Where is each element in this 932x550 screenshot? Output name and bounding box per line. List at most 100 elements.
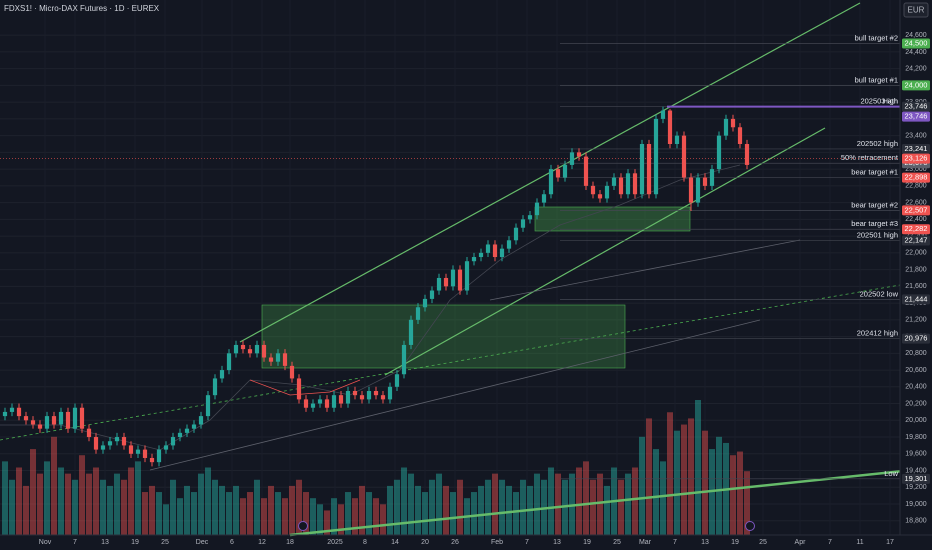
candle-body [51, 416, 57, 425]
x-tick-label: 13 [701, 539, 709, 546]
currency-button[interactable] [903, 2, 929, 18]
candle-body [233, 344, 239, 354]
volume-bar [471, 492, 477, 535]
volume-bar [296, 479, 302, 535]
level-label: bear target #3 [851, 219, 898, 228]
volume-bar [373, 498, 379, 535]
volume-bar [177, 498, 183, 535]
candle-body [569, 152, 575, 165]
candle-body [730, 118, 736, 128]
candle-body [219, 370, 225, 379]
volume-bar [44, 461, 50, 535]
candle-body [646, 144, 652, 195]
volume-bar [128, 467, 134, 535]
price-tag-label: 19,301 [905, 474, 928, 483]
candle-body [100, 445, 106, 450]
volume-bar [191, 492, 197, 535]
price-tag [902, 294, 930, 305]
volume-bar [184, 485, 190, 535]
volume-bar [268, 485, 274, 535]
volume-bar [590, 479, 596, 535]
candle-body [485, 244, 491, 253]
volume-bar [695, 400, 701, 535]
y-tick-label: 22,400 [905, 216, 927, 223]
x-tick-label: 7 [828, 539, 832, 546]
price-tag-label: 21,444 [905, 294, 928, 303]
volume-bar [415, 485, 421, 535]
trend-line [149, 319, 761, 471]
volume-bar [72, 479, 78, 535]
candle-body [653, 118, 659, 195]
volume-bar [520, 479, 526, 535]
candle-body [296, 378, 302, 400]
y-tick-label: 20,000 [905, 417, 927, 424]
candle-body [79, 407, 85, 429]
y-tick-label: 21,600 [905, 283, 927, 290]
candle-body [163, 445, 169, 450]
volume-bar [324, 510, 330, 535]
price-tag [902, 143, 930, 154]
currency: EUR [908, 6, 925, 15]
price-tag [902, 38, 930, 49]
candle-body [135, 449, 141, 454]
x-tick-label: Nov [39, 539, 52, 546]
volume-bar [408, 473, 414, 535]
volume-bar [93, 467, 99, 535]
candle-body [632, 173, 638, 195]
candle-body [597, 194, 603, 199]
candle-body [604, 185, 610, 199]
price-tag-label: 24,000 [905, 80, 928, 89]
candle-body [548, 169, 554, 195]
volume-bar [443, 485, 449, 535]
candle-body [16, 407, 22, 417]
volume-bar [226, 492, 232, 535]
volume-bar [170, 479, 176, 535]
volume-bar [107, 485, 113, 535]
event-icon[interactable] [745, 521, 755, 531]
volume-bar [485, 479, 491, 535]
candle-body [506, 240, 512, 249]
volume-bar [513, 492, 519, 535]
event-icon[interactable] [298, 521, 308, 531]
x-tick-label: 7 [73, 539, 77, 546]
x-tick-label: 26 [451, 539, 459, 546]
volume-bar [205, 467, 211, 535]
volume-bar [261, 498, 267, 535]
x-tick-label: Apr [795, 539, 807, 546]
candle-body [618, 177, 624, 195]
level-label: High [883, 97, 898, 106]
candle-body [149, 457, 155, 463]
price-tag-label: 22,507 [905, 205, 928, 214]
candle-body [331, 395, 337, 408]
candle-body [513, 227, 519, 241]
candle-body [72, 407, 78, 429]
candle-body [2, 411, 8, 417]
candle-body [65, 411, 71, 429]
y-tick-label: 18,800 [905, 518, 927, 525]
price-tag [902, 473, 930, 484]
candle-body [359, 395, 365, 400]
candle-body [471, 257, 477, 262]
volume-bar [289, 485, 295, 535]
volume-bar [625, 473, 631, 535]
volume-bar [303, 492, 309, 535]
volume-bar [744, 471, 750, 535]
moving-average [249, 379, 361, 396]
x-tick-label: 25 [759, 539, 767, 546]
y-tick-label: 21,800 [905, 266, 927, 273]
volume-bar [16, 467, 22, 535]
volume-bar [317, 504, 323, 535]
candle-body [268, 357, 274, 362]
volume-bar [345, 492, 351, 535]
price-tag-label: 24,500 [905, 39, 928, 48]
x-tick-label: 12 [258, 539, 266, 546]
candle-body [191, 424, 197, 429]
price-tag-label: 22,147 [905, 236, 928, 245]
y-tick-label: 20,800 [905, 350, 927, 357]
candle-body [527, 215, 533, 220]
dashed-trend-line [0, 284, 901, 441]
price-tag-label: 22,282 [905, 224, 928, 233]
y-tick-label: 23,000 [905, 166, 927, 173]
candle-body [611, 177, 617, 186]
